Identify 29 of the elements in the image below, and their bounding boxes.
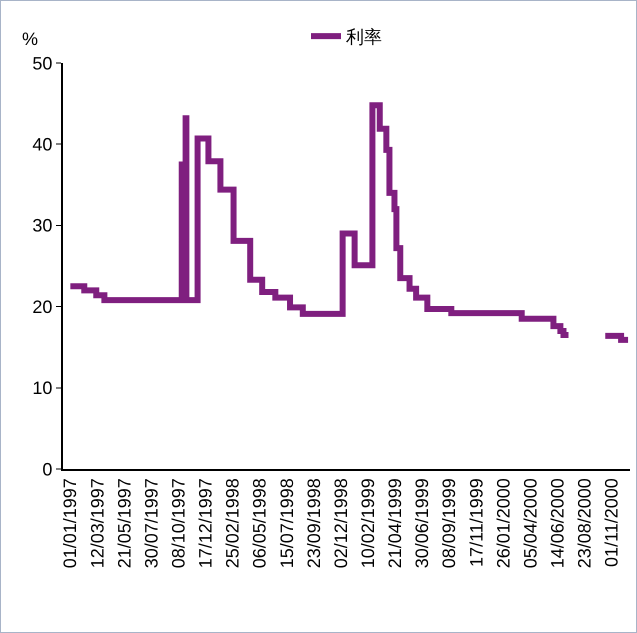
x-tick-label: 08/09/1999 bbox=[439, 478, 460, 568]
y-tick-label: 0 bbox=[42, 459, 52, 480]
y-tick-label: 30 bbox=[32, 216, 52, 236]
x-tick-label: 06/05/1998 bbox=[250, 478, 270, 568]
legend-label: 利率 bbox=[346, 27, 382, 48]
x-tick-label: 15/07/1998 bbox=[276, 478, 297, 568]
x-tick-label: 05/04/2000 bbox=[520, 478, 540, 568]
y-tick-label: 40 bbox=[32, 134, 52, 154]
x-tick-label: 17/11/1999 bbox=[466, 478, 486, 567]
y-tick-label: 10 bbox=[32, 378, 52, 398]
x-tick-label: 23/08/2000 bbox=[574, 478, 595, 568]
y-tick-label: 50 bbox=[32, 53, 52, 74]
y-axis-title: % bbox=[22, 29, 38, 49]
x-tick-label: 12/03/1997 bbox=[87, 478, 108, 568]
x-tick-label: 25/02/1998 bbox=[222, 478, 243, 568]
x-tick-label: 17/12/1997 bbox=[196, 478, 216, 568]
x-tick-label: 14/06/2000 bbox=[548, 478, 568, 568]
x-tick-label: 10/02/1999 bbox=[358, 478, 378, 568]
x-tick-label: 26/01/2000 bbox=[493, 478, 514, 568]
x-tick-label: 30/06/1999 bbox=[412, 478, 432, 568]
x-tick-label: 23/09/1998 bbox=[304, 478, 324, 568]
x-tick-label: 21/05/1997 bbox=[114, 478, 134, 568]
y-tick-label: 20 bbox=[32, 296, 52, 317]
x-tick-label: 01/01/1997 bbox=[60, 478, 80, 568]
x-tick-label: 08/10/1997 bbox=[168, 478, 188, 568]
x-tick-label: 01/11/2000 bbox=[602, 478, 622, 567]
x-tick-label: 30/07/1997 bbox=[141, 478, 162, 568]
x-tick-label: 21/04/1999 bbox=[385, 478, 406, 568]
x-tick-label: 02/12/1998 bbox=[330, 478, 351, 568]
